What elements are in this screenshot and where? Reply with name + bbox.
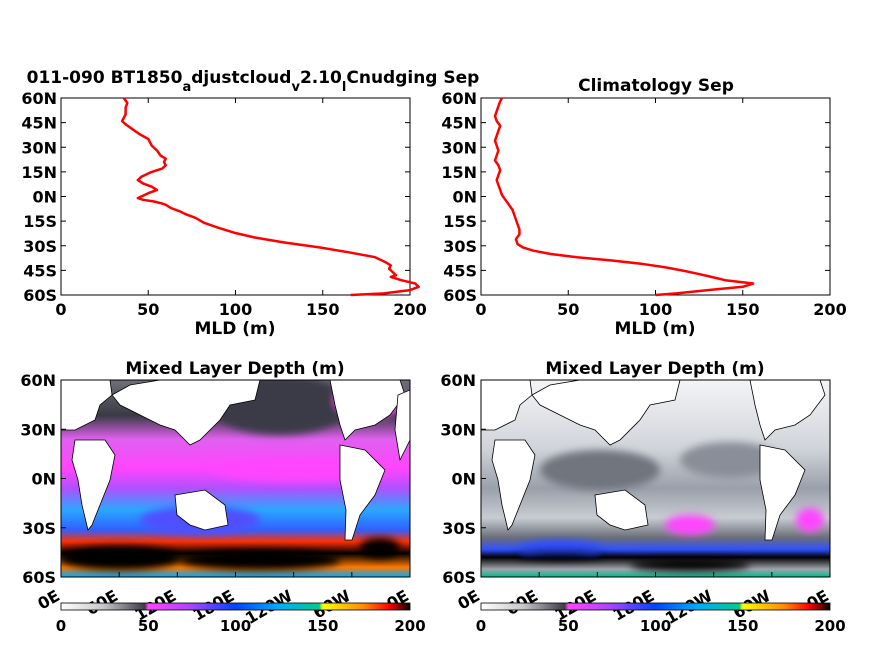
- y-tick-label: 60S: [22, 568, 56, 587]
- x-tick-label: 150: [306, 300, 339, 319]
- panel-2-title: Climatology Sep: [578, 76, 734, 96]
- map-1-field: [61, 380, 410, 577]
- x-tick-label: 150: [726, 300, 759, 319]
- map-2-field: [481, 380, 830, 577]
- colorbar-tick-label: 50: [558, 617, 579, 635]
- y-tick-label: 15N: [21, 163, 57, 182]
- map-2-title: Mixed Layer Depth (m): [545, 359, 764, 379]
- map-2-colorbar-ticks: 0 50 100 150 200: [476, 617, 846, 635]
- map-1-title: Mixed Layer Depth (m): [125, 359, 344, 379]
- y-tick-label: 60S: [443, 286, 477, 305]
- y-tick-label: 30N: [21, 138, 57, 157]
- colorbar-tick-label: 150: [727, 617, 758, 635]
- y-tick-label: 45S: [443, 261, 477, 280]
- x-tick-label: 200: [393, 300, 426, 319]
- panel-1-mld-curve: [120, 97, 420, 297]
- colorbar-tick-label: 200: [394, 617, 425, 635]
- map-2-colorbar: [480, 602, 831, 611]
- colorbar-tick-label: 0: [476, 617, 486, 635]
- panel-2-mld-curve: [493, 97, 755, 297]
- y-tick-label: 15S: [23, 212, 57, 231]
- panel-1-y-ticks: 60S 45S 30S 15S 0N 15N 30N 45N 60N: [21, 89, 410, 305]
- colorbar-tick-label: 100: [640, 617, 671, 635]
- colorbar-tick-label: 0: [56, 617, 66, 635]
- y-tick-label: 60N: [20, 371, 56, 390]
- map-2-y-ticks: 60N 30N 0N 30S 60S: [440, 371, 486, 587]
- map-1-colorbar: [60, 602, 411, 611]
- x-tick-label: 100: [639, 300, 672, 319]
- y-tick-label: 30S: [23, 237, 57, 256]
- y-tick-label: 0N: [451, 470, 476, 489]
- colorbar-tick-label: 100: [220, 617, 251, 635]
- panel-2-x-ticks: 0 50 100 150 200: [475, 98, 847, 319]
- panel-1-x-ticks: 0 50 100 150 200: [55, 98, 427, 319]
- y-tick-label: 60N: [21, 89, 57, 108]
- colorbar-tick-label: 200: [814, 617, 845, 635]
- panel-2-y-ticks: 60S 45S 30S 15S 0N 15N 30N 45N 60N: [441, 89, 830, 305]
- y-tick-label: 45N: [441, 114, 477, 133]
- x-tick-label: 0E: [34, 586, 63, 613]
- y-tick-label: 45N: [21, 114, 57, 133]
- colorbar-tick-label: 150: [307, 617, 338, 635]
- panel-1-x-label: MLD (m): [194, 319, 275, 339]
- panel-1-title: 011-090 BT1850adjustcloudv2.10lCnudging …: [27, 68, 480, 95]
- panel-1-axes: [60, 97, 411, 296]
- panel-2-x-label: MLD (m): [614, 319, 695, 339]
- y-tick-label: 30N: [440, 420, 476, 439]
- x-tick-label: 60E: [83, 586, 121, 619]
- map-1-y-ticks: 60N 30N 0N 30S 60S: [20, 371, 66, 587]
- y-tick-label: 60S: [23, 286, 57, 305]
- y-tick-label: 60N: [441, 89, 477, 108]
- x-tick-label: 60E: [503, 586, 541, 619]
- x-tick-label: 0: [475, 300, 486, 319]
- y-tick-label: 0N: [32, 188, 57, 207]
- y-tick-label: 60N: [440, 371, 476, 390]
- y-tick-label: 30S: [22, 519, 56, 538]
- map-1-colorbar-ticks: 0 50 100 150 200: [56, 617, 426, 635]
- x-tick-label: 0E: [454, 586, 483, 613]
- y-tick-label: 15S: [443, 212, 477, 231]
- y-tick-label: 15N: [441, 163, 477, 182]
- y-tick-label: 0N: [31, 470, 56, 489]
- x-tick-label: 100: [219, 300, 252, 319]
- y-tick-label: 30N: [20, 420, 56, 439]
- profile-panel-2: Climatology Sep 60S45S30S15S0N15N30N45N6…: [441, 76, 846, 339]
- profile-panel-1: 011-090 BT1850adjustcloudv2.10lCnudging …: [21, 68, 479, 339]
- y-tick-label: 0N: [452, 188, 477, 207]
- x-tick-label: 50: [557, 300, 579, 319]
- y-tick-label: 45S: [23, 261, 57, 280]
- x-tick-label: 0: [55, 300, 66, 319]
- colorbar-tick-label: 50: [138, 617, 159, 635]
- x-tick-label: 50: [137, 300, 159, 319]
- y-tick-label: 30S: [442, 519, 476, 538]
- y-tick-label: 30N: [441, 138, 477, 157]
- y-tick-label: 60S: [442, 568, 476, 587]
- y-tick-label: 30S: [443, 237, 477, 256]
- x-tick-label: 200: [813, 300, 846, 319]
- map-panel-1: Mixed Layer Depth (m) 60N 30N 0N 30S 60S: [20, 359, 425, 635]
